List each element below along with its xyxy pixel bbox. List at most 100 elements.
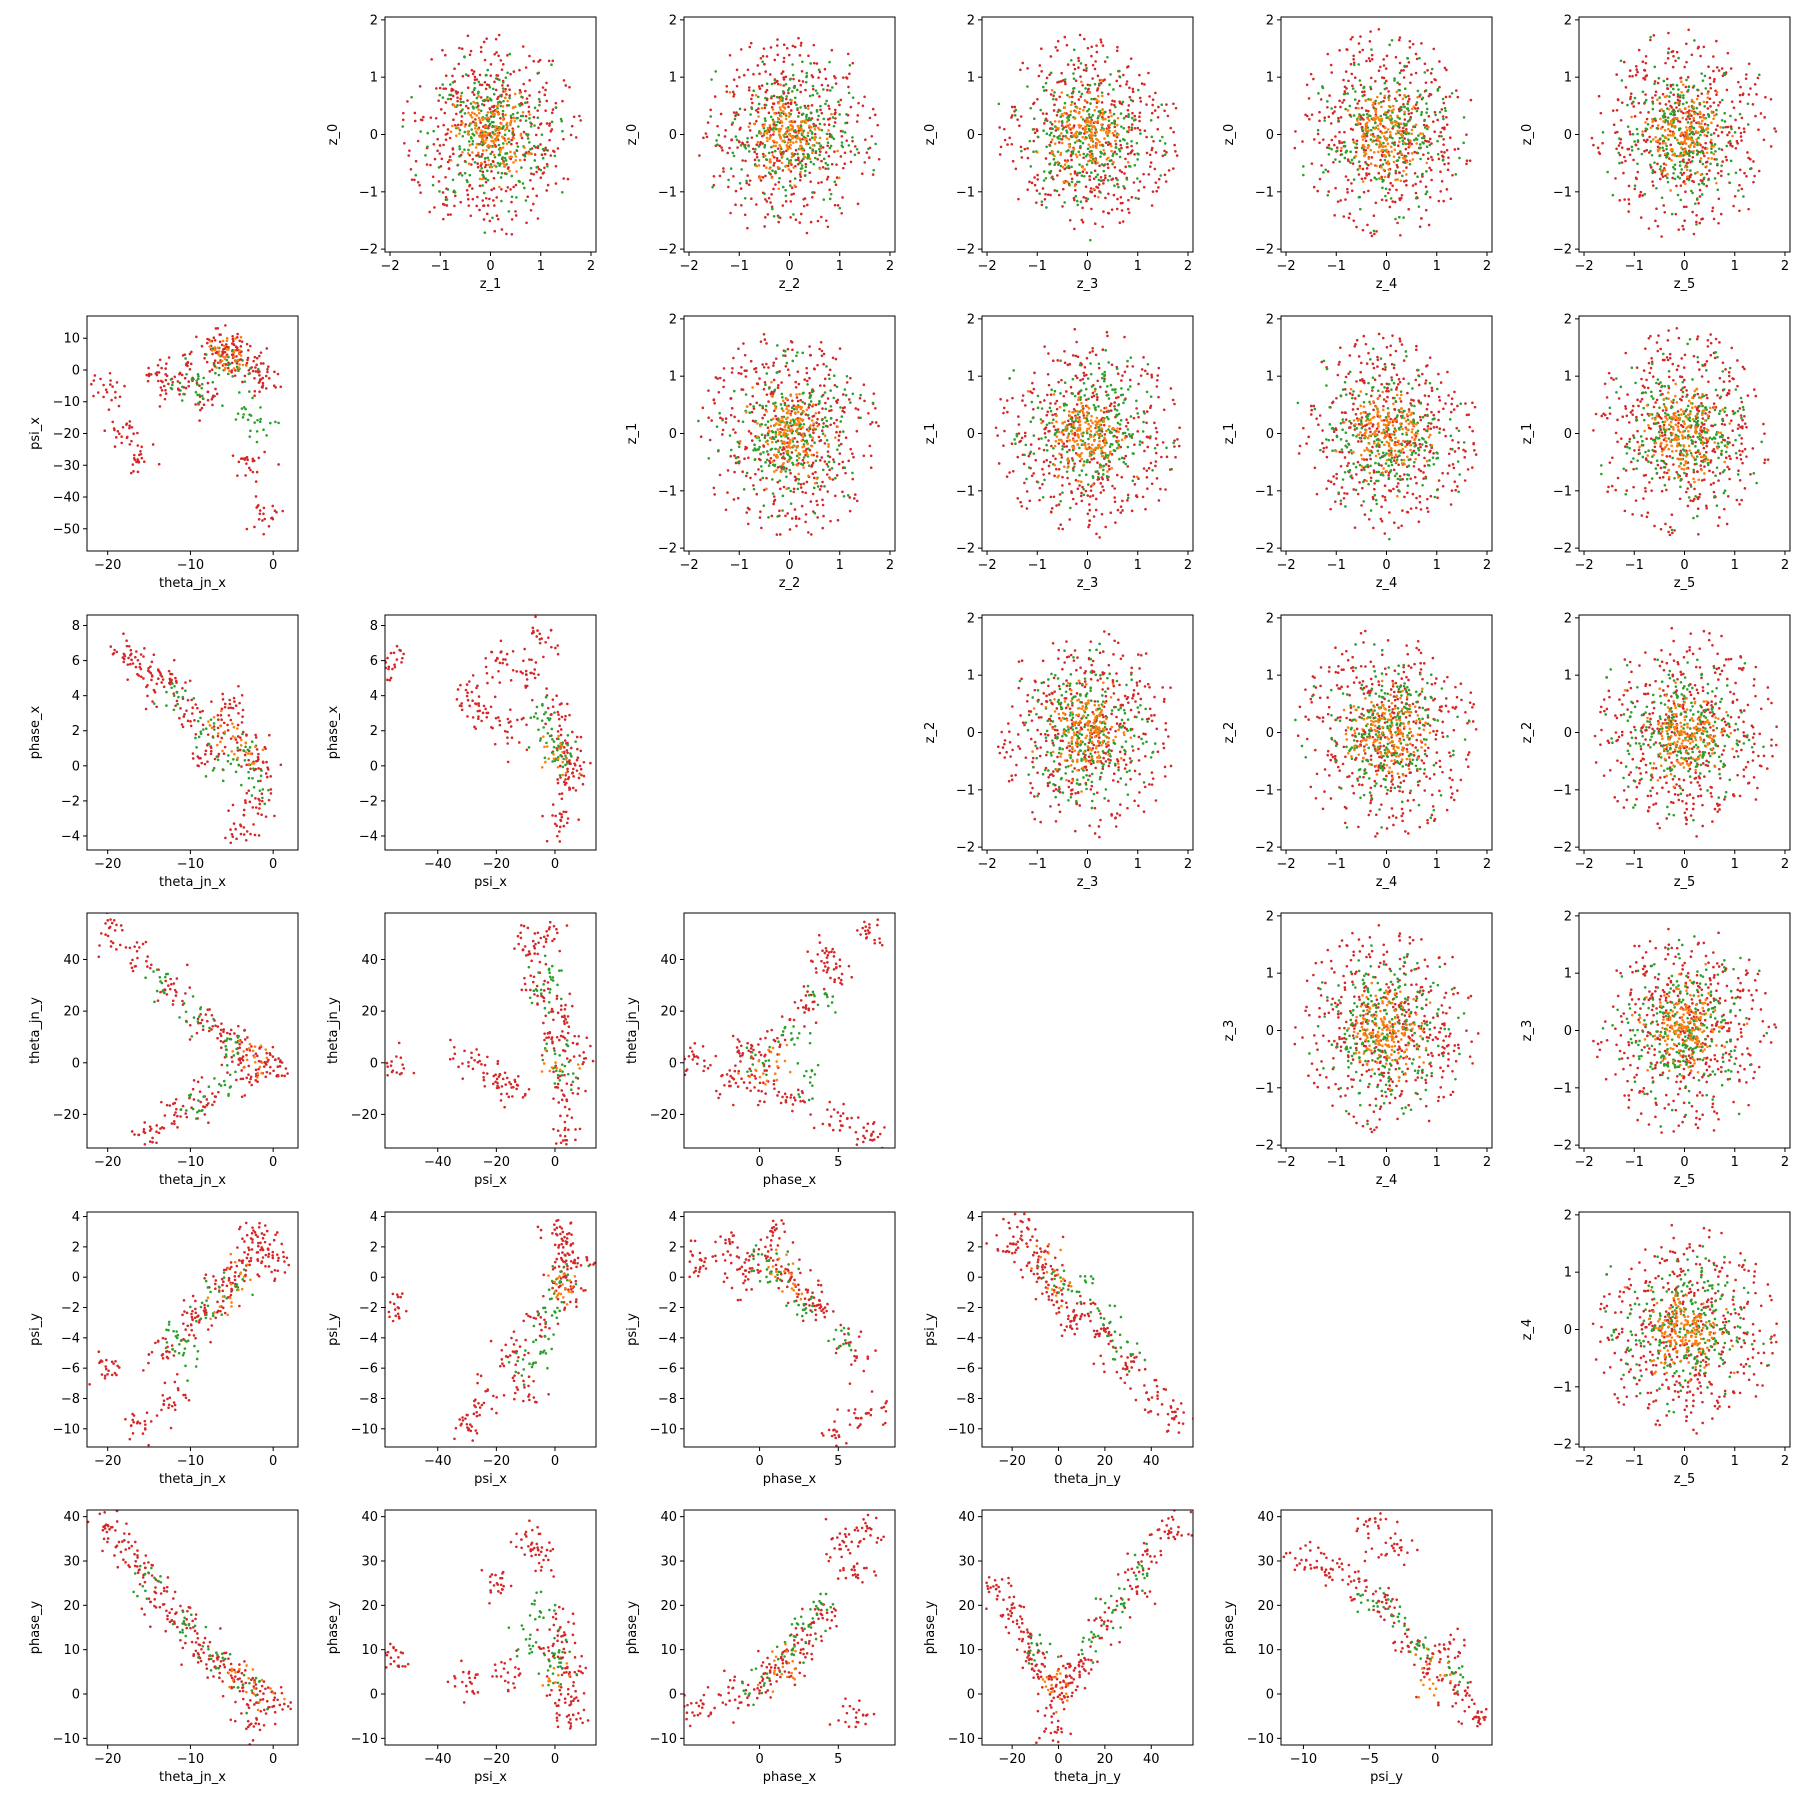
scatter-point xyxy=(1349,115,1353,118)
scatter-point xyxy=(482,40,486,44)
scatter-point xyxy=(262,506,266,510)
scatter-point xyxy=(246,356,250,360)
scatter-point xyxy=(470,121,473,125)
scatter-point xyxy=(834,111,837,114)
scatter-point xyxy=(1663,152,1667,156)
scatter-point xyxy=(460,91,464,95)
scatter-point xyxy=(750,197,753,200)
scatter-point xyxy=(857,101,860,105)
scatter-point xyxy=(1689,122,1693,125)
scatter-point xyxy=(275,510,278,514)
scatter-point xyxy=(1131,149,1134,152)
scatter-point xyxy=(1677,141,1680,145)
scatter-point xyxy=(1744,73,1748,76)
scatter-point xyxy=(1418,146,1422,150)
scatter-point xyxy=(809,62,812,65)
scatter-point xyxy=(180,373,184,377)
scatter-point xyxy=(862,383,866,387)
scatter-point xyxy=(527,105,531,109)
scatter-point xyxy=(810,132,814,135)
scatter-point xyxy=(475,142,479,146)
scatter-point xyxy=(114,390,117,394)
scatter-point xyxy=(732,154,736,158)
scatter-point xyxy=(1752,160,1755,163)
scatter-point xyxy=(437,166,441,169)
scatter-point xyxy=(799,483,803,486)
scatter-point xyxy=(997,102,1001,106)
scatter-point xyxy=(1098,140,1101,144)
scatter-point xyxy=(760,84,764,87)
scatter-point xyxy=(238,363,241,366)
scatter-point xyxy=(419,191,422,194)
scatter-point xyxy=(247,349,250,352)
scatter-point xyxy=(1059,115,1063,119)
scatter-point xyxy=(164,367,167,370)
scatter-point xyxy=(847,144,851,147)
scatter-point xyxy=(267,365,270,368)
scatter-point xyxy=(1390,109,1393,113)
scatter-point xyxy=(828,468,831,472)
scatter-point xyxy=(1418,143,1422,146)
scatter-point xyxy=(514,210,517,213)
scatter-point xyxy=(1352,61,1356,65)
scatter-point xyxy=(818,136,822,140)
scatter-point xyxy=(763,143,767,147)
scatter-point xyxy=(446,97,450,101)
scatter-point xyxy=(495,136,499,140)
scatter-point xyxy=(871,173,875,176)
scatter-point xyxy=(1351,162,1355,165)
scatter-point xyxy=(254,370,258,373)
scatter-point xyxy=(1656,224,1660,228)
scatter-point xyxy=(1333,143,1336,147)
scatter-point xyxy=(211,352,214,356)
scatter-point xyxy=(1059,137,1063,141)
scatter-point xyxy=(799,175,803,178)
scatter-point xyxy=(1106,166,1110,170)
scatter-point xyxy=(457,62,461,66)
scatter-point xyxy=(1378,140,1382,144)
scatter-point xyxy=(1072,72,1075,75)
scatter-point xyxy=(492,115,495,118)
scatter-point xyxy=(499,116,502,120)
scatter-point xyxy=(1753,83,1757,86)
scatter-point xyxy=(1319,98,1323,101)
scatter-point xyxy=(482,204,485,208)
scatter-point xyxy=(1106,178,1110,182)
scatter-point xyxy=(277,421,280,425)
scatter-point xyxy=(803,402,807,405)
scatter-point xyxy=(1673,167,1677,171)
scatter-point xyxy=(190,350,193,354)
scatter-point xyxy=(509,121,512,125)
scatter-point xyxy=(546,183,550,187)
scatter-point xyxy=(1389,114,1393,118)
scatter-point xyxy=(1327,190,1330,193)
scatter-point xyxy=(102,395,105,399)
scatter-point xyxy=(480,132,483,136)
scatter-point xyxy=(503,139,507,142)
scatter-point xyxy=(1029,165,1033,168)
scatter-point xyxy=(1683,107,1687,111)
scatter-point xyxy=(410,178,414,181)
scatter-point xyxy=(1445,68,1448,72)
scatter-point xyxy=(857,151,860,155)
scatter-point xyxy=(755,152,759,156)
scatter-point xyxy=(1465,162,1468,166)
scatter-point xyxy=(1032,102,1035,106)
scatter-point xyxy=(1084,185,1088,189)
scatter-point xyxy=(267,376,271,380)
y-tick-label: −2 xyxy=(1553,243,1572,258)
scatter-point xyxy=(1651,180,1654,183)
scatter-point xyxy=(1041,85,1045,89)
scatter-point xyxy=(1090,207,1093,211)
scatter-point xyxy=(810,74,814,77)
scatter-point xyxy=(1364,160,1367,164)
scatter-point xyxy=(1085,66,1088,70)
scatter-point xyxy=(1436,87,1440,91)
scatter-point xyxy=(1729,114,1732,118)
scatter-point xyxy=(1403,137,1406,140)
scatter-point xyxy=(799,161,802,165)
scatter-point xyxy=(801,137,804,141)
scatter-point xyxy=(1635,68,1638,71)
scatter-point xyxy=(578,114,581,118)
scatter-point xyxy=(742,73,746,77)
